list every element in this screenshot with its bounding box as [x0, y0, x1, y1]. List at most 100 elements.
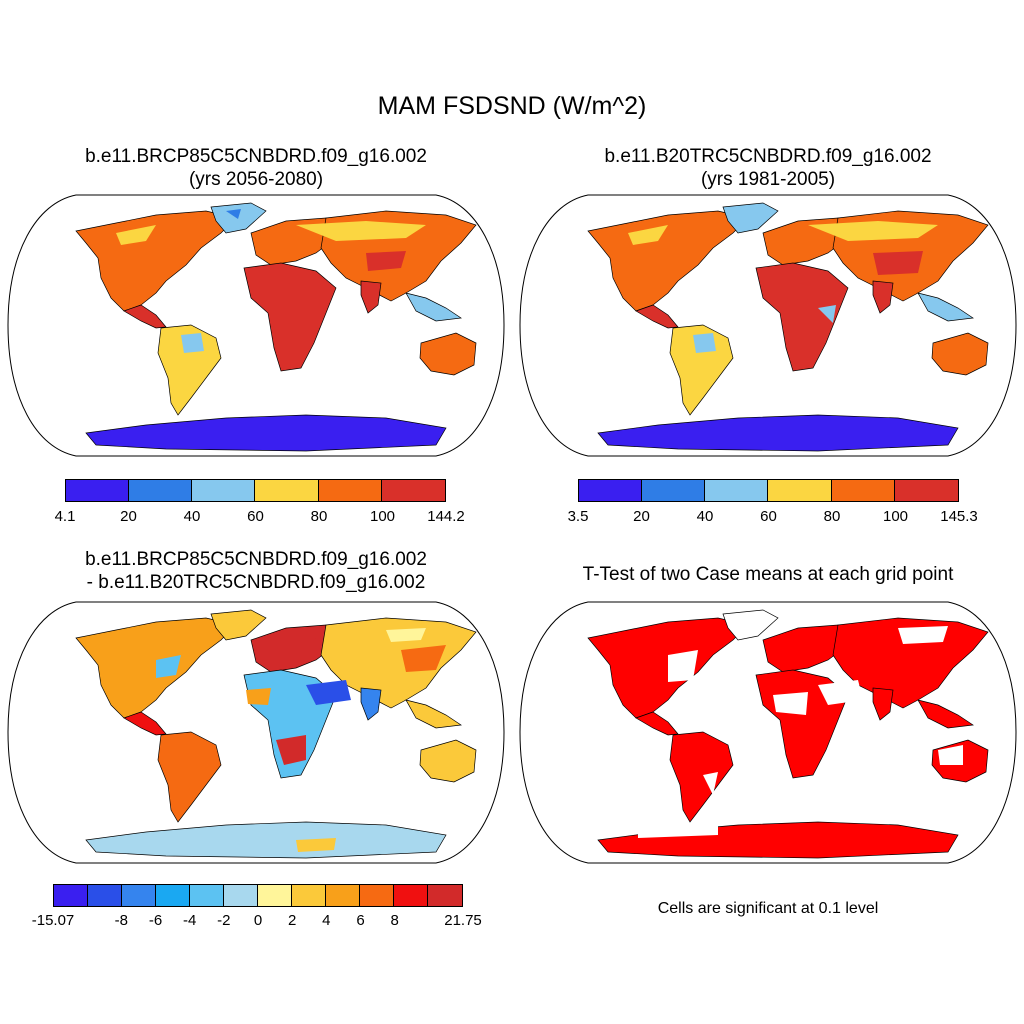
colorbar-swatch	[831, 480, 895, 501]
panel4-title: T-Test of two Case means at each grid po…	[518, 563, 1018, 586]
continent-seasia	[405, 292, 462, 322]
significance-note: Cells are significant at 0.1 level	[657, 900, 879, 917]
colorbar-swatch	[427, 885, 462, 906]
colorbar-swatch	[129, 480, 193, 501]
colorbar-label: 100	[882, 508, 909, 525]
data-patch	[808, 221, 938, 241]
colorbar-swatch	[257, 885, 292, 906]
map-panel1	[7, 194, 505, 457]
colorbar-panel1	[65, 479, 446, 502]
colorbar-label: 3.5	[567, 508, 589, 525]
data-patch	[401, 645, 446, 672]
colorbar-label: 4.1	[54, 508, 76, 525]
colorbar-swatch	[894, 480, 958, 501]
continent-india	[872, 687, 894, 721]
panel3-title: b.e11.BRCP85C5CNBDRD.f09_g16.002 - b.e11…	[6, 548, 506, 594]
panel2-title-line1: b.e11.B20TRC5CNBDRD.f09_g16.002	[604, 146, 932, 167]
continent-seasia	[405, 699, 462, 729]
data-patch	[818, 305, 836, 323]
continent-samerica	[157, 731, 222, 823]
colorbar-label: -4	[182, 912, 197, 929]
continent-india	[872, 280, 894, 314]
panel4-title-line1: T-Test of two Case means at each grid po…	[582, 564, 954, 585]
colorbar-swatch	[223, 885, 258, 906]
colorbar-label: 80	[823, 508, 841, 525]
continent-greenland	[722, 609, 779, 641]
colorbar-swatch	[318, 480, 382, 501]
continent-greenland	[722, 202, 779, 234]
continent-namerica	[587, 210, 749, 312]
data-patch	[306, 680, 351, 705]
colorbar-swatch	[189, 885, 224, 906]
colorbar-label: 6	[356, 912, 365, 929]
data-patch	[773, 692, 808, 715]
data-patch	[818, 680, 863, 705]
continent-asia	[832, 617, 989, 709]
colorbar-swatch	[642, 480, 706, 501]
colorbar-panel3	[53, 884, 463, 907]
continent-seasia	[917, 292, 974, 322]
colorbar-swatch	[768, 480, 832, 501]
data-patch	[181, 333, 204, 353]
data-patch	[386, 628, 426, 642]
colorbar-swatch	[87, 885, 122, 906]
panel1-title-line2: (yrs 2056-2080)	[188, 169, 324, 190]
continent-camerica	[123, 711, 167, 736]
colorbar-label: 144.2	[427, 508, 465, 525]
data-patch	[266, 638, 316, 658]
data-patch	[296, 221, 426, 241]
colorbar-label: 21.75	[444, 912, 482, 929]
data-patch	[668, 650, 698, 682]
continent-camerica	[635, 304, 679, 329]
data-patch	[938, 745, 963, 765]
colorbar-label: -2	[217, 912, 231, 929]
colorbar-label: 0	[253, 912, 263, 929]
map-border	[519, 194, 1017, 457]
colorbar-swatch	[579, 480, 643, 501]
map-border	[7, 601, 505, 864]
colorbar-swatch	[381, 480, 445, 501]
map-panel4	[519, 601, 1017, 864]
colorbar-label: 100	[369, 508, 396, 525]
colorbar-label: 40	[183, 508, 201, 525]
colorbar-swatch	[54, 885, 88, 906]
map-panel2	[519, 194, 1017, 457]
colorbar-panel1-labels: 4.1 20 40 60 80 100 144.2	[55, 508, 465, 528]
continent-samerica	[669, 731, 734, 823]
colorbar-swatch	[155, 885, 190, 906]
colorbar-swatch	[291, 885, 326, 906]
colorbar-label: -6	[148, 912, 163, 929]
panel1-title-line1: b.e11.BRCP85C5CNBDRD.f09_g16.002	[85, 146, 427, 167]
colorbar-label: 60	[760, 508, 777, 525]
colorbar-label: 2	[287, 912, 297, 929]
panel3-title-line1: b.e11.BRCP85C5CNBDRD.f09_g16.002	[85, 549, 427, 570]
continent-samerica	[669, 324, 734, 416]
colorbar-swatch	[192, 480, 256, 501]
colorbar-swatch	[325, 885, 360, 906]
continent-australia	[419, 739, 477, 783]
colorbar-swatch	[255, 480, 319, 501]
continent-camerica	[123, 304, 167, 329]
colorbar-swatch	[705, 480, 769, 501]
data-patch	[256, 273, 311, 293]
panel3-title-line2: - b.e11.B20TRC5CNBDRD.f09_g16.002	[86, 572, 426, 593]
continent-asia	[320, 617, 477, 709]
continent-australia	[931, 332, 989, 376]
continent-greenland	[210, 609, 267, 641]
continent-namerica	[75, 210, 237, 312]
data-patch	[366, 251, 406, 271]
colorbar-swatch	[359, 885, 394, 906]
colorbar-panel2	[578, 479, 959, 502]
continent-antarctica	[85, 414, 447, 452]
continent-seasia	[917, 699, 974, 729]
colorbar-swatch	[66, 480, 130, 501]
continent-samerica	[157, 324, 222, 416]
panel1-title: b.e11.BRCP85C5CNBDRD.f09_g16.002 (yrs 20…	[6, 145, 506, 191]
colorbar-swatch	[121, 885, 156, 906]
data-patch	[226, 209, 241, 219]
continent-europe	[762, 624, 849, 673]
continent-india	[360, 687, 382, 721]
panel2-title-line2: (yrs 1981-2005)	[700, 169, 836, 190]
colorbar-panel2-labels: 3.5 20 40 60 80 100 145.3	[568, 508, 978, 528]
colorbar-label: 40	[696, 508, 714, 525]
